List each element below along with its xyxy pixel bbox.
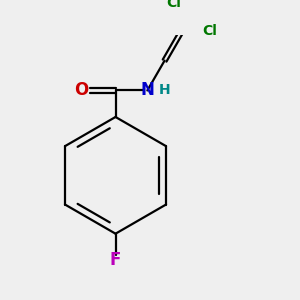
- Text: O: O: [74, 82, 89, 100]
- Text: N: N: [140, 82, 154, 100]
- Text: H: H: [159, 83, 170, 98]
- Text: Cl: Cl: [202, 24, 217, 38]
- Text: F: F: [110, 251, 121, 269]
- Text: Cl: Cl: [167, 0, 181, 10]
